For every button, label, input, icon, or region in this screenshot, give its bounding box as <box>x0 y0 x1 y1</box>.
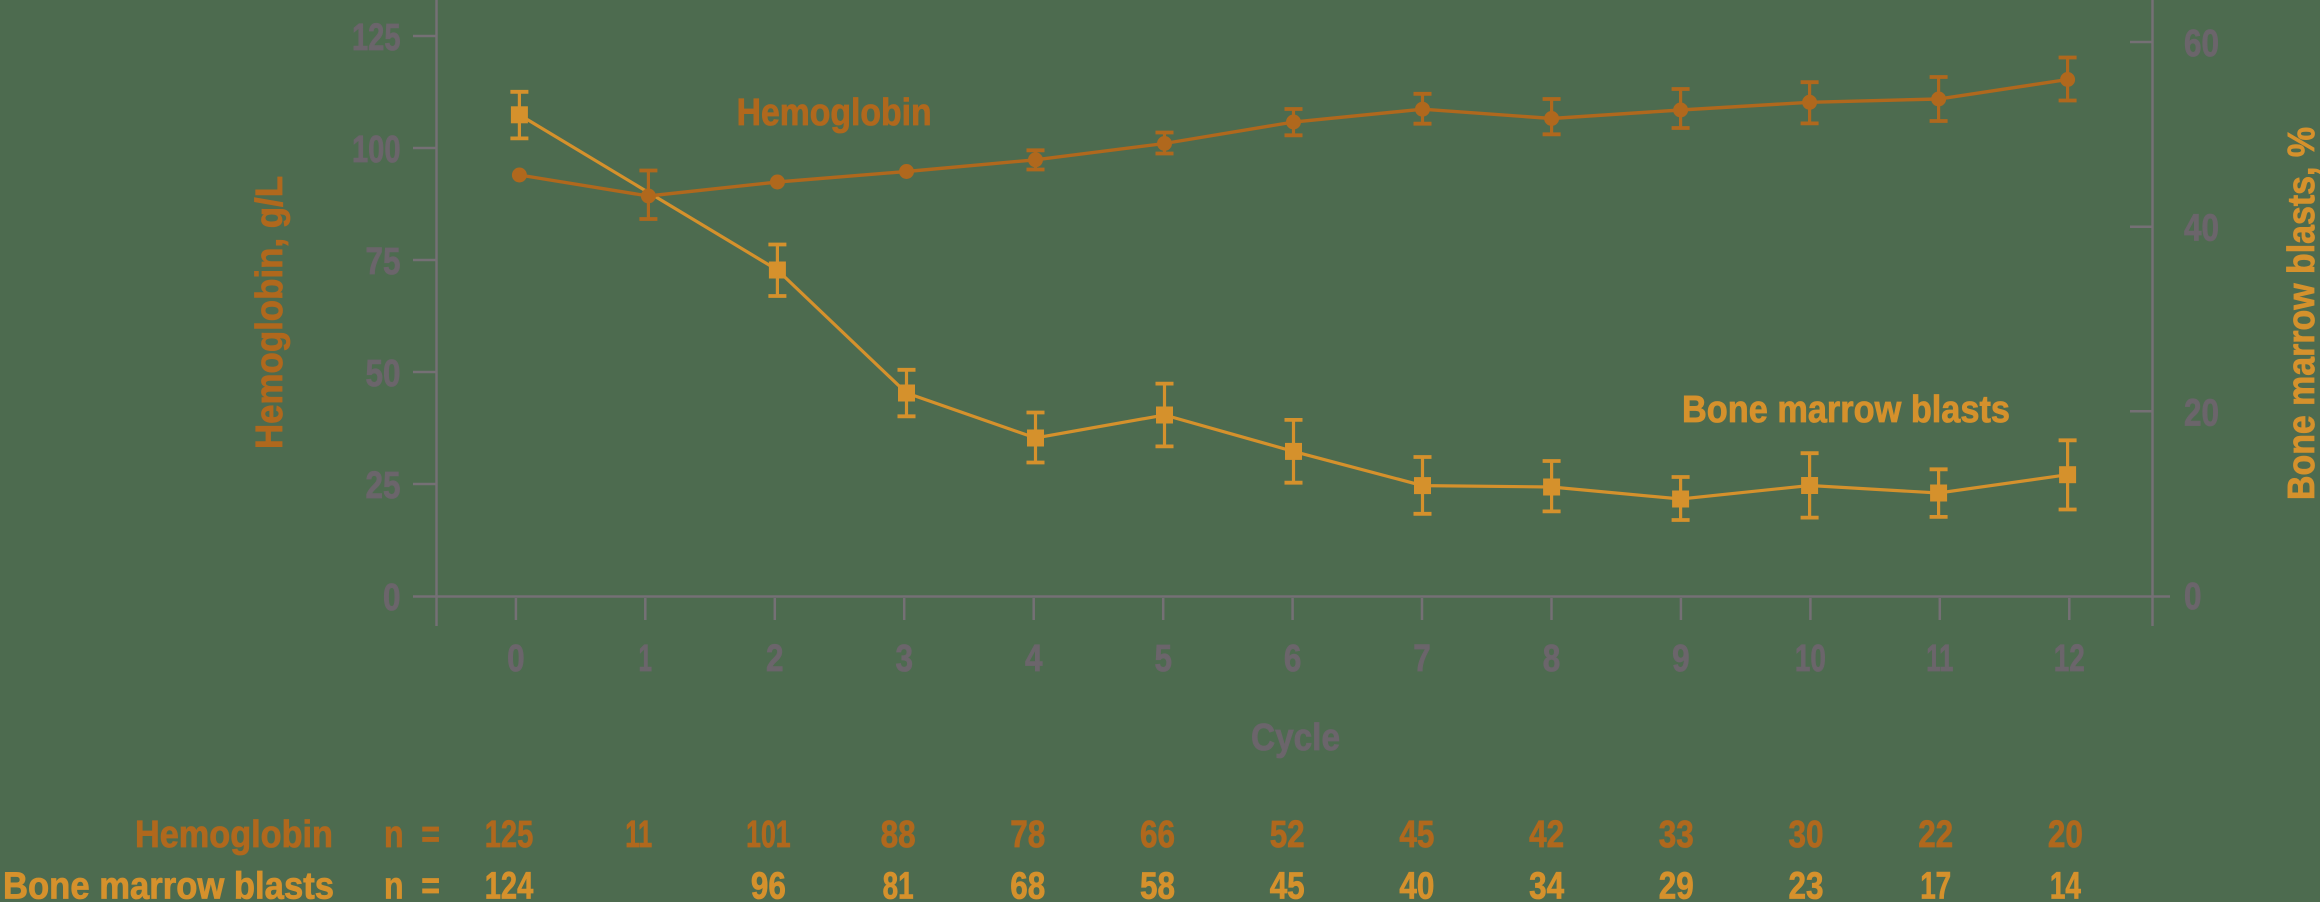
svg-text:4: 4 <box>1025 638 1043 680</box>
svg-text:Hemoglobin: Hemoglobin <box>737 92 932 134</box>
svg-text:7: 7 <box>1413 638 1431 680</box>
svg-text:45: 45 <box>1270 866 1305 902</box>
svg-text:9: 9 <box>1672 638 1690 680</box>
svg-text:100: 100 <box>352 129 401 171</box>
svg-text:60: 60 <box>2184 23 2219 65</box>
svg-text:124: 124 <box>485 866 534 902</box>
svg-text:96: 96 <box>751 866 786 902</box>
svg-text:0: 0 <box>507 638 525 680</box>
svg-text:Bone marrow blasts: Bone marrow blasts <box>1682 389 2010 431</box>
svg-text:88: 88 <box>881 814 916 856</box>
svg-text:20: 20 <box>2184 392 2219 434</box>
svg-text:45: 45 <box>1399 814 1434 856</box>
svg-text:6: 6 <box>1284 638 1302 680</box>
svg-text:50: 50 <box>366 353 401 395</box>
svg-text:42: 42 <box>1529 814 1564 856</box>
svg-text:25: 25 <box>366 465 401 507</box>
svg-text:5: 5 <box>1154 638 1172 680</box>
svg-text:125: 125 <box>485 814 534 856</box>
svg-text:33: 33 <box>1659 814 1694 856</box>
svg-text:20: 20 <box>2048 814 2083 856</box>
svg-text:1: 1 <box>639 638 653 680</box>
svg-text:n =: n = <box>384 814 440 856</box>
svg-text:n =: n = <box>384 866 440 902</box>
svg-text:58: 58 <box>1140 866 1175 902</box>
svg-text:34: 34 <box>1529 866 1564 902</box>
svg-text:29: 29 <box>1659 866 1694 902</box>
svg-text:11: 11 <box>625 814 652 856</box>
svg-text:52: 52 <box>1270 814 1305 856</box>
svg-text:23: 23 <box>1789 866 1824 902</box>
svg-text:0: 0 <box>2184 576 2202 618</box>
svg-text:40: 40 <box>2184 208 2219 250</box>
svg-text:Bone marrow blasts: Bone marrow blasts <box>3 866 334 902</box>
svg-text:8: 8 <box>1543 638 1561 680</box>
svg-text:0: 0 <box>383 577 401 619</box>
svg-text:2: 2 <box>766 638 784 680</box>
svg-text:68: 68 <box>1010 866 1045 902</box>
svg-text:Bone marrow blasts, %: Bone marrow blasts, % <box>2281 127 2320 500</box>
svg-text:22: 22 <box>1918 814 1953 856</box>
svg-text:Hemoglobin, g/L: Hemoglobin, g/L <box>249 176 291 449</box>
svg-text:12: 12 <box>2054 638 2085 680</box>
svg-text:78: 78 <box>1010 814 1045 856</box>
svg-text:75: 75 <box>366 241 401 283</box>
svg-text:30: 30 <box>1789 814 1824 856</box>
svg-text:81: 81 <box>883 866 914 902</box>
svg-text:125: 125 <box>352 17 401 59</box>
svg-text:11: 11 <box>1926 638 1953 680</box>
svg-text:10: 10 <box>1795 638 1826 680</box>
svg-text:66: 66 <box>1140 814 1175 856</box>
svg-text:17: 17 <box>1920 866 1951 902</box>
svg-text:101: 101 <box>746 814 791 856</box>
svg-text:3: 3 <box>895 638 913 680</box>
svg-text:Cycle: Cycle <box>1251 717 1340 759</box>
svg-text:40: 40 <box>1399 866 1434 902</box>
svg-text:14: 14 <box>2050 866 2081 902</box>
svg-text:Hemoglobin: Hemoglobin <box>135 814 333 856</box>
